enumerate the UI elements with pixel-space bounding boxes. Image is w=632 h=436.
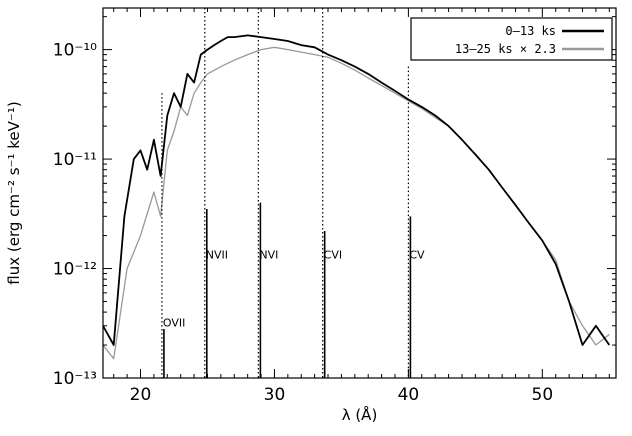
y-tick-label: 10⁻¹¹ <box>53 150 97 170</box>
y-axis-title: flux (erg cm⁻² s⁻¹ keV⁻¹) <box>5 101 23 284</box>
legend: 0–13 ks 13–25 ks × 2.3 <box>410 17 613 61</box>
edge-label-nvii: NVII <box>206 248 228 261</box>
y-tick-label: 10⁻¹⁰ <box>53 41 97 61</box>
series-line-1 <box>103 34 611 346</box>
edge-label-cvi: CVI <box>324 248 342 261</box>
plot-frame <box>102 7 617 379</box>
x-tick-label: 40 <box>398 385 420 405</box>
legend-box <box>410 17 613 61</box>
y-tick-label: 10⁻¹³ <box>53 369 97 389</box>
edge-label-nvi: NVI <box>259 248 278 261</box>
y-tick-label: 10⁻¹² <box>53 260 97 280</box>
x-tick-label: 20 <box>130 385 152 405</box>
legend-label-series-2: 13–25 ks × 2.3 <box>455 42 556 56</box>
legend-label-series-1: 0–13 ks <box>505 24 556 38</box>
series-line-2 <box>103 46 610 360</box>
x-tick-label: 30 <box>264 385 286 405</box>
x-tick-label: 50 <box>532 385 554 405</box>
edge-label-cv: CV <box>409 248 425 261</box>
x-axis-title: λ (Å) <box>342 405 378 424</box>
edge-label-ovii: OVII <box>163 317 185 330</box>
